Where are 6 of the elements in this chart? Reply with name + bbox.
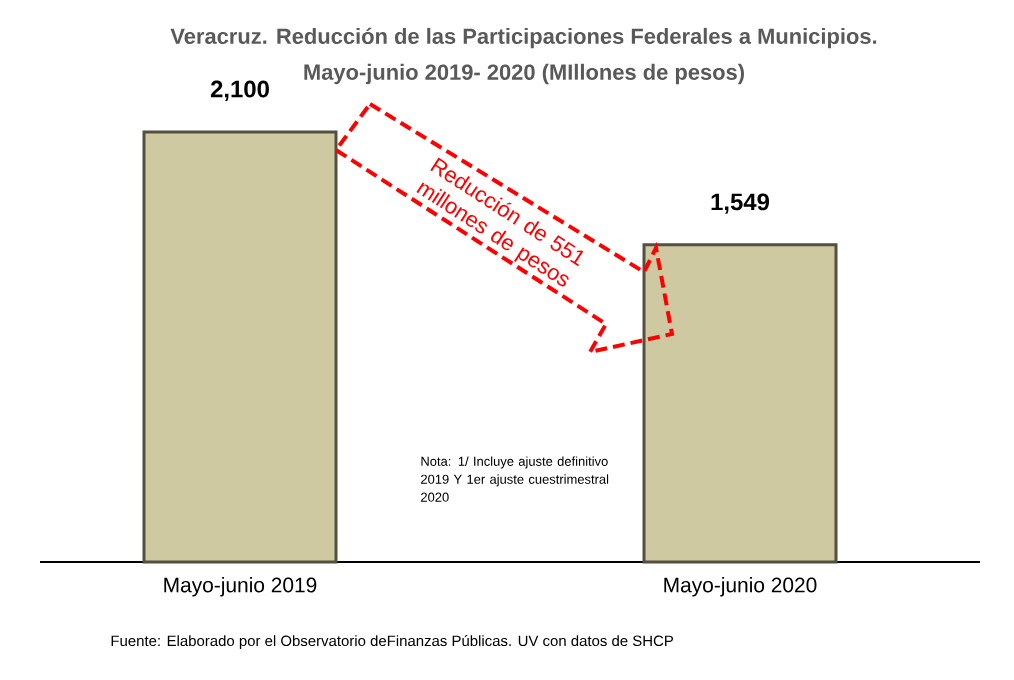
data-label: 1,549 [711,193,770,214]
chart-subtitle: Mayo-junio 2019- 2020 (MIllones de pesos) [304,63,744,85]
x-tick-label: Mayo-junio 2020 [664,577,817,597]
x-tick-label: Mayo-junio 2019 [164,577,317,597]
data-label: 2,100 [210,80,269,101]
chart-title: Veracruz. Reducción de las Participaciones Federales a Municipios. [170,27,877,49]
